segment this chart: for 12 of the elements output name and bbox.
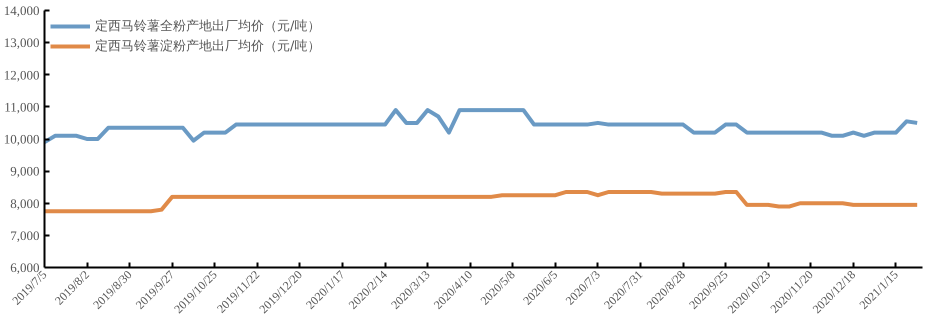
line-series (44, 108, 920, 144)
y-tick-label: 8,000 (10, 196, 40, 211)
y-tick-label: 9,000 (10, 164, 40, 179)
legend-label: 定西马铃薯淀粉产地出厂均价（元/吨） (95, 38, 320, 55)
y-tick-label: 7,000 (10, 228, 40, 243)
y-tick-label: 11,000 (4, 99, 40, 114)
y-tick-label: 14,000 (4, 3, 40, 18)
y-tick-label: 12,000 (4, 67, 40, 82)
legend-label: 定西马铃薯全粉产地出厂均价（元/吨） (95, 18, 320, 35)
line-series (44, 190, 920, 214)
y-tick-label: 13,000 (4, 35, 40, 50)
y-tick-label: 10,000 (4, 132, 40, 146)
